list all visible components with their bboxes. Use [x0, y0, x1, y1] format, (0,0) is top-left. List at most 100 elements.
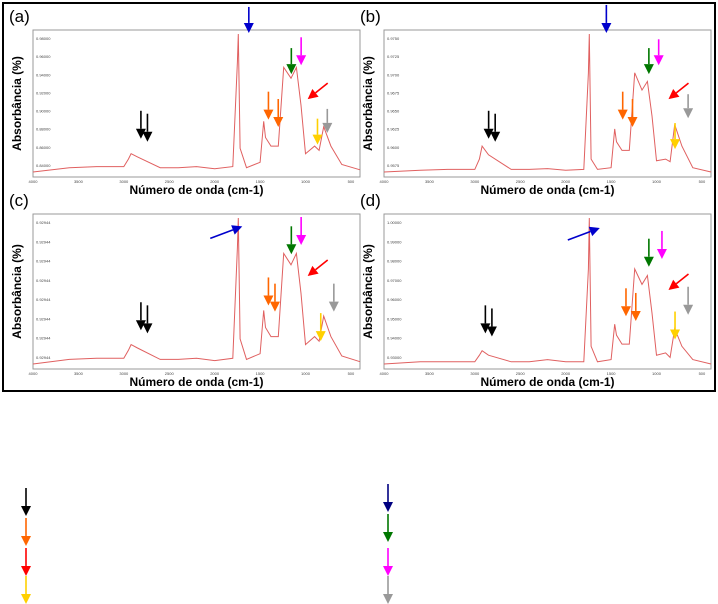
- x-tick-label: 2500: [165, 179, 175, 184]
- magenta-arrow: [296, 217, 307, 245]
- orange-arrow: [273, 99, 284, 128]
- x-tick-label: 4000: [29, 371, 39, 376]
- blue-arrow-shaft: [209, 229, 234, 240]
- blue-arrow-head: [243, 22, 254, 33]
- x-axis-label: Número de onda (cm-1): [480, 183, 614, 197]
- green-arrow-head: [643, 64, 654, 75]
- yellow-arrow-head: [312, 134, 323, 145]
- red-arrow: [668, 82, 689, 100]
- x-tick-label: 500: [699, 179, 706, 184]
- blue-arrow-shaft: [567, 230, 591, 241]
- orange-arrow-head: [627, 117, 638, 128]
- x-tick-label: 2500: [516, 179, 526, 184]
- black-arrow-head: [135, 320, 146, 331]
- gray-arrow-head: [683, 108, 694, 119]
- blue-arrow: [243, 6, 254, 33]
- panel-2: (b) Absorbância (%) Número de onda (cm-1) 4…: [360, 4, 712, 197]
- blue-arrow: [601, 4, 612, 33]
- legend-green-arrow-head: [383, 532, 393, 542]
- x-tick-label: 2500: [165, 371, 175, 376]
- black-arrow-head: [142, 131, 153, 142]
- y-tick-label: 0.92944: [36, 239, 51, 244]
- x-axis-label: Número de onda (cm-1): [129, 183, 263, 197]
- green-arrow: [643, 238, 654, 267]
- legend-magenta-arrow-head: [383, 566, 393, 576]
- panel-1: (a) Absorbância (%) Número de onda (cm-1) 4…: [9, 6, 361, 197]
- y-tick-label: 1.00000: [387, 220, 402, 225]
- y-tick-label: 0.86000: [36, 145, 51, 150]
- red-arrow-shaft: [675, 82, 689, 94]
- orange-arrow: [630, 292, 641, 321]
- legend-layer: [21, 484, 393, 604]
- legend-green-arrow: [383, 514, 393, 542]
- y-tick-label: 0.92944: [36, 278, 51, 283]
- y-tick-label: 0.9625: [387, 127, 400, 132]
- x-tick-label: 3000: [119, 371, 129, 376]
- orange-arrow-head: [263, 109, 274, 120]
- x-tick-label: 1500: [256, 371, 266, 376]
- x-tick-label: 3500: [425, 179, 435, 184]
- y-tick-label: 0.92944: [36, 355, 51, 360]
- legend-red-arrow-head: [21, 566, 31, 576]
- panel-label: (b): [360, 7, 381, 26]
- orange-arrow-head: [620, 306, 631, 317]
- x-tick-label: 1500: [256, 179, 266, 184]
- magenta-arrow-head: [653, 55, 664, 66]
- red-arrow-head: [668, 279, 680, 290]
- y-tick-label: 0.93000: [387, 355, 402, 360]
- black-arrow: [135, 302, 146, 331]
- x-tick-label: 3500: [74, 179, 84, 184]
- y-tick-label: 0.99000: [387, 239, 402, 244]
- plot-area: [383, 213, 712, 370]
- gray-arrow: [328, 283, 339, 312]
- green-arrow-head: [286, 244, 297, 255]
- legend-navy-arrow: [383, 484, 393, 512]
- x-tick-label: 1000: [652, 371, 662, 376]
- green-arrow: [286, 48, 297, 75]
- legend-gray-arrow-head: [383, 594, 393, 604]
- gray-arrow-head: [683, 304, 694, 315]
- y-axis-label: Absorbância (%): [361, 56, 375, 151]
- x-axis-label: Número de onda (cm-1): [480, 375, 614, 389]
- y-tick-label: 0.92944: [36, 336, 51, 341]
- black-arrow: [142, 305, 153, 334]
- y-tick-label: 0.97000: [387, 278, 402, 283]
- y-tick-label: 0.9600: [387, 145, 400, 150]
- red-arrow-shaft: [675, 273, 689, 285]
- yellow-arrow: [315, 313, 326, 342]
- blue-arrow-head: [588, 226, 600, 237]
- red-arrow: [668, 273, 689, 290]
- x-tick-label: 1500: [607, 371, 617, 376]
- y-tick-label: 0.9750: [387, 36, 400, 41]
- red-arrow-shaft: [314, 82, 329, 94]
- red-arrow-head: [668, 88, 680, 100]
- green-arrow: [286, 226, 297, 255]
- red-arrow: [307, 259, 329, 276]
- orange-arrow: [269, 283, 280, 312]
- black-arrow: [490, 113, 501, 142]
- yellow-arrow-head: [315, 331, 326, 342]
- black-arrow-head: [135, 128, 146, 139]
- legend-navy-arrow-head: [383, 502, 393, 512]
- x-tick-label: 1000: [301, 179, 311, 184]
- red-arrow-shaft: [314, 259, 329, 271]
- gray-arrow-head: [328, 301, 339, 312]
- panel-label: (c): [9, 191, 29, 210]
- legend-yellow-arrow: [21, 576, 31, 604]
- yellow-arrow-head: [670, 139, 681, 150]
- black-arrow-head: [483, 128, 494, 139]
- y-axis-label: Absorbância (%): [361, 244, 375, 339]
- legend-black-arrow: [21, 488, 31, 516]
- legend-gray-arrow: [383, 576, 393, 604]
- green-arrow-head: [286, 64, 297, 75]
- x-tick-label: 2000: [210, 179, 220, 184]
- x-tick-label: 4000: [380, 179, 390, 184]
- black-arrow-head: [142, 323, 153, 334]
- y-axis-label: Absorbância (%): [10, 244, 24, 339]
- orange-arrow-head: [273, 117, 284, 128]
- y-tick-label: 0.94000: [36, 72, 51, 77]
- y-tick-label: 0.92000: [36, 90, 51, 95]
- black-arrow: [135, 110, 146, 139]
- y-tick-label: 0.96000: [387, 297, 402, 302]
- red-arrow-head: [307, 265, 319, 276]
